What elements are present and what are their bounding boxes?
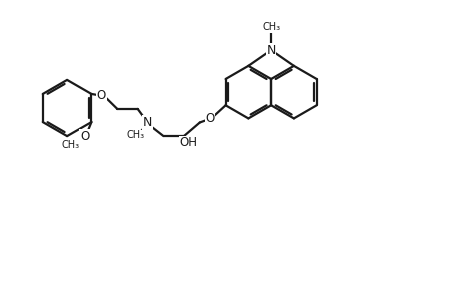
- Text: N: N: [142, 116, 152, 129]
- Text: OH: OH: [179, 136, 197, 149]
- Text: CH₃: CH₃: [262, 22, 279, 32]
- Text: CH₃: CH₃: [126, 130, 144, 140]
- Text: O: O: [80, 130, 89, 143]
- Text: CH₃: CH₃: [61, 140, 80, 150]
- Text: N: N: [266, 43, 275, 57]
- Text: O: O: [96, 89, 106, 102]
- Text: O: O: [205, 112, 214, 125]
